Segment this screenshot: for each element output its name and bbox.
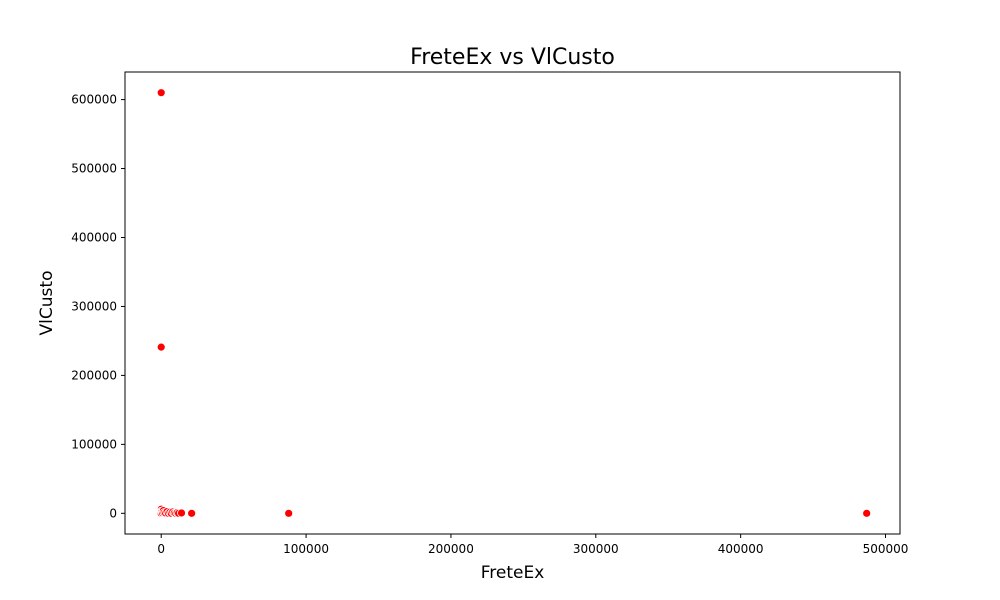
y-tick-label: 100000	[71, 437, 117, 451]
x-tick-label: 300000	[573, 542, 619, 556]
x-tick-label: 100000	[283, 542, 329, 556]
x-tick-label: 400000	[718, 542, 764, 556]
y-tick-label: 600000	[71, 93, 117, 107]
y-tick-label: 500000	[71, 162, 117, 176]
data-point	[156, 88, 166, 98]
x-tick-label: 200000	[428, 542, 474, 556]
y-tick-label: 300000	[71, 299, 117, 313]
y-axis: 0 100000 200000 300000 400000 500000 600000	[71, 93, 125, 520]
data-point	[177, 508, 186, 518]
data-points	[156, 88, 872, 518]
y-axis-label: VlCusto	[37, 271, 57, 336]
x-axis-label: FreteEx	[481, 563, 545, 583]
y-tick-label: 200000	[71, 368, 117, 382]
data-point	[187, 508, 197, 518]
y-tick-label: 400000	[71, 230, 117, 244]
plot-frame	[124, 71, 901, 535]
x-tick-label: 500000	[863, 542, 909, 556]
chart-title: FreteEx vs VlCusto	[410, 45, 615, 70]
data-point	[284, 508, 294, 518]
data-point	[862, 508, 872, 518]
x-axis: 0 100000 200000 300000 400000 500000	[157, 534, 908, 556]
data-point	[156, 342, 166, 352]
x-tick-label: 0	[157, 542, 165, 556]
y-tick-label: 0	[109, 506, 117, 520]
